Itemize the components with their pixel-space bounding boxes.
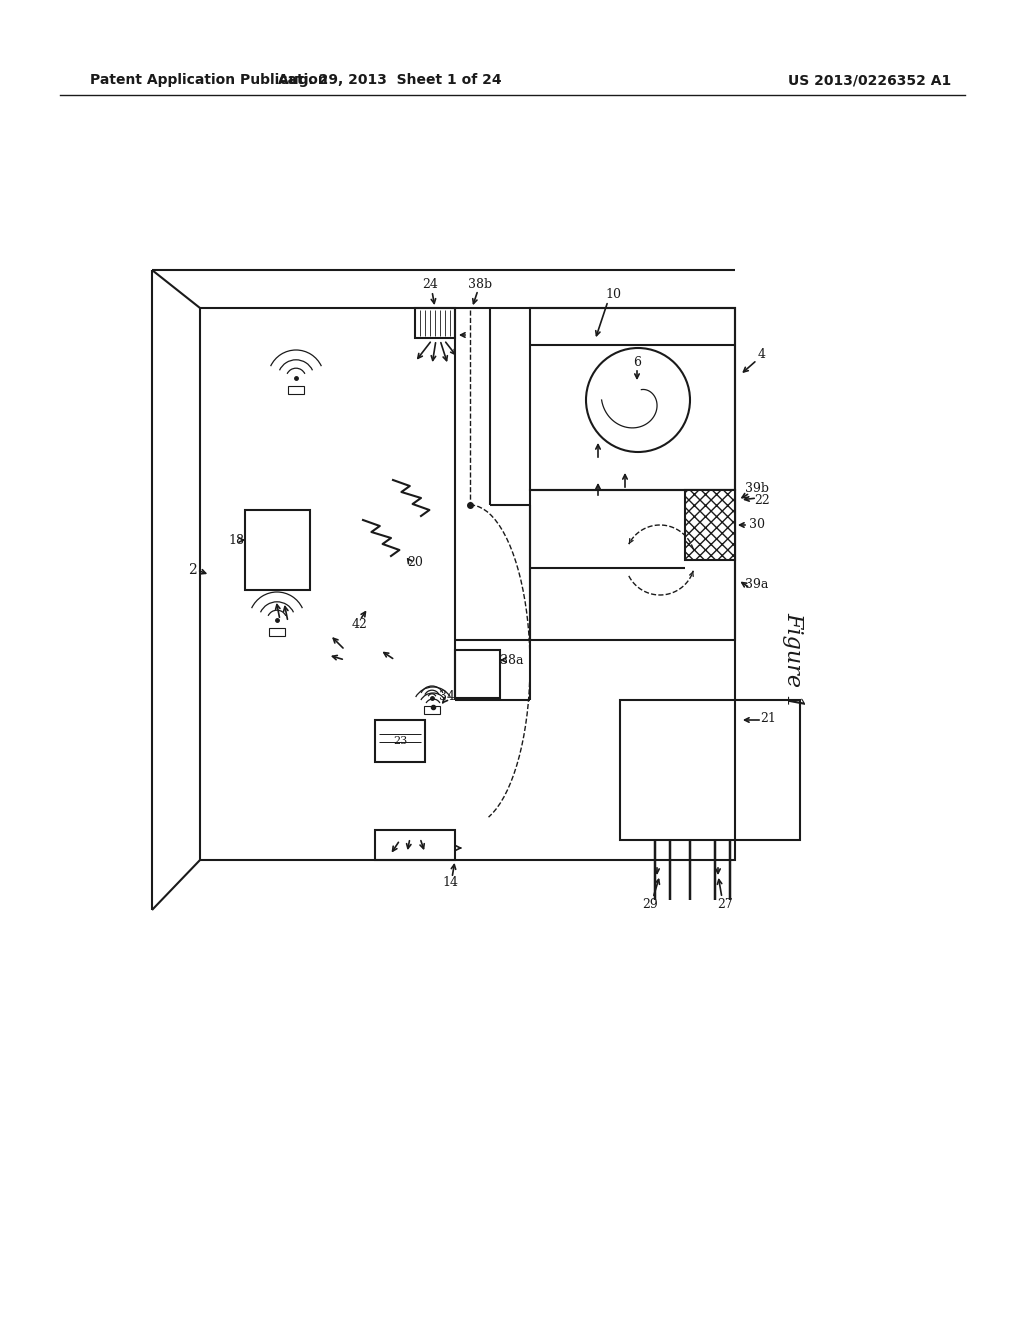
Text: 23: 23 — [393, 737, 408, 746]
Text: 18: 18 — [228, 533, 244, 546]
Text: 30: 30 — [749, 519, 765, 532]
Text: 38a: 38a — [501, 653, 523, 667]
Bar — [269, 628, 285, 636]
Text: 2: 2 — [187, 564, 197, 577]
Bar — [685, 490, 735, 560]
Text: 14: 14 — [442, 876, 458, 890]
Text: Figure 1: Figure 1 — [782, 612, 804, 708]
Bar — [455, 649, 500, 698]
Bar — [375, 830, 455, 861]
Text: 24: 24 — [422, 279, 438, 292]
Text: 34: 34 — [439, 690, 455, 704]
Text: 39a: 39a — [745, 578, 769, 591]
Bar — [415, 308, 455, 338]
Bar — [375, 719, 425, 762]
Text: 10: 10 — [605, 289, 621, 301]
Text: 6: 6 — [633, 356, 641, 370]
Text: 21: 21 — [760, 711, 776, 725]
Bar — [424, 706, 440, 714]
Text: US 2013/0226352 A1: US 2013/0226352 A1 — [788, 73, 951, 87]
Bar — [620, 700, 800, 840]
Bar — [245, 510, 310, 590]
Bar — [530, 490, 735, 640]
Text: Aug. 29, 2013  Sheet 1 of 24: Aug. 29, 2013 Sheet 1 of 24 — [279, 73, 502, 87]
Text: 4: 4 — [758, 348, 766, 362]
Text: 42: 42 — [352, 619, 368, 631]
Text: 20: 20 — [408, 556, 423, 569]
Bar — [530, 308, 735, 490]
Bar — [288, 385, 304, 393]
Text: 22: 22 — [754, 494, 770, 507]
Text: 38b: 38b — [468, 277, 493, 290]
Text: 39b: 39b — [745, 482, 769, 495]
Bar — [200, 308, 735, 861]
Text: 29: 29 — [642, 899, 657, 912]
Text: Patent Application Publication: Patent Application Publication — [90, 73, 328, 87]
Text: 27: 27 — [717, 899, 733, 912]
